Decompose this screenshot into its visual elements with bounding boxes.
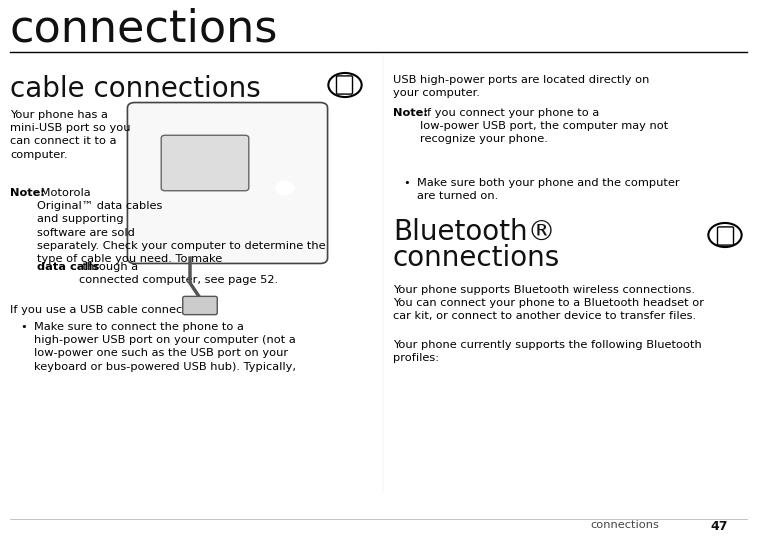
Text: connections: connections — [10, 8, 279, 51]
Text: Bluetooth®: Bluetooth® — [393, 218, 556, 246]
FancyBboxPatch shape — [718, 227, 734, 245]
Text: Note:: Note: — [10, 188, 45, 198]
Circle shape — [276, 182, 294, 195]
Circle shape — [709, 223, 742, 247]
Text: •: • — [403, 178, 410, 188]
Text: cable connections: cable connections — [10, 75, 260, 103]
Circle shape — [329, 73, 362, 97]
Text: Your phone currently supports the following Bluetooth
profiles:: Your phone currently supports the follow… — [393, 340, 702, 363]
FancyBboxPatch shape — [182, 296, 217, 315]
Text: 47: 47 — [710, 520, 727, 533]
Text: Motorola
Original™ data cables
and supporting
software are sold
separately. Chec: Motorola Original™ data cables and suppo… — [37, 188, 326, 264]
Text: Note:: Note: — [393, 108, 428, 118]
Text: +: + — [334, 76, 342, 86]
Text: through a
connected computer, see page 52.: through a connected computer, see page 5… — [79, 262, 278, 285]
Text: Make sure both your phone and the computer
are turned on.: Make sure both your phone and the comput… — [417, 178, 680, 201]
Text: Make sure to connect the phone to a
high-power USB port on your computer (not a
: Make sure to connect the phone to a high… — [34, 322, 296, 371]
Text: USB high-power ports are located directly on
your computer.: USB high-power ports are located directl… — [393, 75, 650, 98]
Text: •: • — [20, 322, 26, 332]
Text: Your phone has a
mini-USB port so you
can connect it to a
computer.: Your phone has a mini-USB port so you ca… — [10, 110, 130, 160]
Text: data calls: data calls — [37, 262, 99, 272]
Text: connections: connections — [590, 520, 659, 530]
Text: If you connect your phone to a
low-power USB port, the computer may not
recogniz: If you connect your phone to a low-power… — [420, 108, 668, 144]
Text: If you use a USB cable connection:: If you use a USB cable connection: — [10, 305, 208, 315]
Text: +: + — [716, 226, 724, 236]
FancyBboxPatch shape — [161, 135, 249, 191]
Text: Your phone supports Bluetooth wireless connections.
You can connect your phone t: Your phone supports Bluetooth wireless c… — [393, 285, 704, 322]
FancyBboxPatch shape — [127, 102, 328, 264]
FancyBboxPatch shape — [336, 76, 353, 94]
Text: connections: connections — [393, 244, 560, 272]
